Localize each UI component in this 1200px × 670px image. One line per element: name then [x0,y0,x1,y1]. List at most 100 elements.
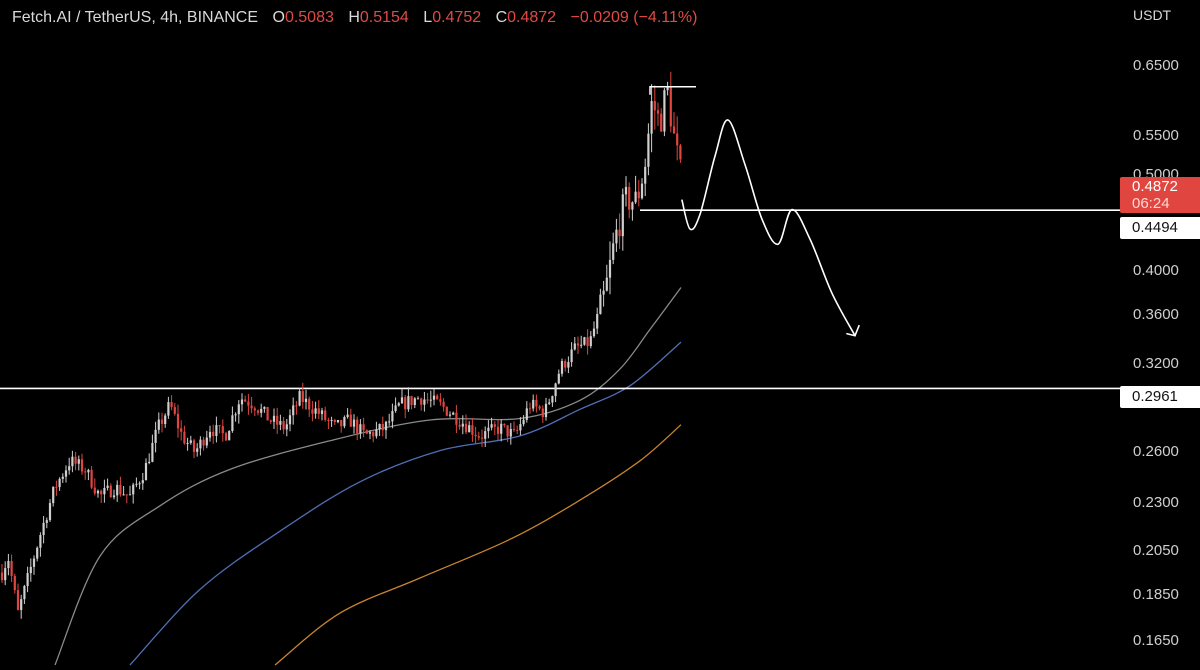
candle-up [36,547,39,559]
candle-up [448,414,452,416]
candle-up [567,362,570,368]
candle-up [640,183,644,199]
candle-up [96,490,100,494]
candle-down [100,490,103,495]
candle-up [596,314,599,329]
candle-up [509,428,512,437]
candle-down [202,439,205,446]
candle-down [84,471,87,473]
candle-down [672,126,676,134]
candle-up [416,398,420,400]
candle-up [231,415,234,432]
candle-up [551,396,554,403]
candle-up [237,404,240,415]
candle-up [487,427,490,432]
candle-up [388,421,391,423]
candle-down [192,440,196,452]
candle-up [196,448,199,452]
candle-up [154,429,157,443]
candle-down [0,572,4,581]
candle-down [218,425,221,427]
candle-down [496,426,500,434]
candle-down [477,436,480,438]
candle-down [308,398,311,410]
candle-up [144,462,148,481]
candle-up [650,101,653,134]
candle-up [285,424,288,430]
candle-down [679,145,682,160]
candle-up [263,406,266,409]
candle-up [68,466,71,471]
candle-up [260,408,263,413]
candle-up [500,423,503,434]
candle-up [23,586,26,600]
candle-down [535,399,538,407]
candle-up [26,573,29,587]
candle-down [618,229,621,237]
candle-down [455,412,458,425]
candle-up [151,442,154,462]
candle-down [301,391,304,403]
candle-down [576,343,580,346]
ma-slow-line [274,424,682,666]
candle-down [282,420,285,430]
candle-down [365,430,368,434]
close-label: C [495,9,508,26]
candle-down [125,494,128,496]
level-lower-tag: 0.2961 [1120,386,1200,408]
candle-up [39,535,42,548]
candle-up [234,414,237,416]
candle-up [605,277,608,291]
candle-up [61,476,64,479]
high-marker [649,85,696,95]
candle-down [276,415,279,425]
candle-down [445,406,448,416]
candle-down [586,337,589,347]
candle-up [570,349,573,363]
y-tick: 0.2600 [1133,443,1179,460]
symbol-title: Fetch.AI / TetherUS, 4h, BINANCE [12,9,259,26]
candle-up [647,133,650,167]
candle-down [362,424,365,431]
candle-up [304,398,308,403]
candle-up [106,485,109,488]
y-tick: 0.5500 [1133,127,1179,144]
y-tick: 0.3600 [1133,306,1179,323]
close-value: 0.4872 [507,9,557,26]
ma-fast-line [54,287,682,666]
candle-up [544,403,548,418]
candle-down [381,423,384,431]
candle-up [560,361,564,374]
candle-up [128,494,132,496]
candle-down [660,113,663,132]
candle-up [314,408,317,414]
current-price-value: 0.4872 [1132,178,1178,195]
candle-up [77,459,80,464]
candle-down [653,101,656,111]
y-tick: 0.3200 [1133,355,1179,372]
candle-up [298,391,301,406]
candle-up [602,290,605,295]
candle-up [407,396,410,410]
candle-down [471,425,474,435]
candle-down [426,399,429,401]
candle-up [330,419,333,421]
candle-up [583,337,586,345]
candle-down [676,133,679,146]
candle-down [212,431,215,437]
y-tick: 0.6500 [1133,57,1179,74]
projection-path [681,119,856,337]
candle-up [394,405,397,412]
candle-down [541,408,544,418]
candle-down [247,401,250,406]
candle-down [317,408,320,414]
candle-up [272,415,276,422]
candle-down [74,456,77,464]
candle-up [522,419,525,425]
candle-up [490,424,493,428]
candle-down [327,419,330,421]
candle-up [592,328,596,337]
candle-up [320,410,324,414]
candle-up [87,469,90,473]
